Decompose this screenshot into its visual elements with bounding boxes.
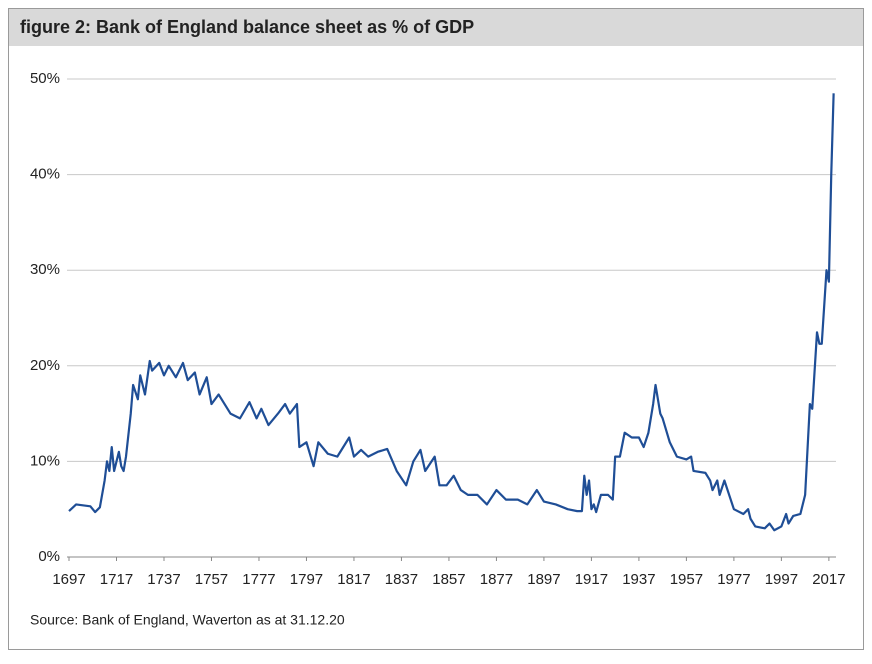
x-tick-label: 1757 <box>195 571 228 588</box>
x-tick-label: 1817 <box>337 571 370 588</box>
title-bar <box>9 9 863 46</box>
x-tick-label: 2017 <box>812 571 845 588</box>
data-line <box>68 93 835 532</box>
y-tick-label: 0% <box>38 548 60 565</box>
x-tick-label: 1777 <box>242 571 275 588</box>
source-note: Source: Bank of England, Waverton as at … <box>30 612 345 628</box>
x-tick-label: 1937 <box>622 571 655 588</box>
y-tick-label: 10% <box>30 452 60 469</box>
y-tick-label: 20% <box>30 357 60 374</box>
x-tick-label: 1737 <box>147 571 180 588</box>
x-tick-label: 1877 <box>480 571 513 588</box>
frame <box>8 8 864 650</box>
x-tick-label: 1957 <box>670 571 703 588</box>
x-tick-label: 1857 <box>432 571 465 588</box>
y-tick-label: 50% <box>30 70 60 87</box>
chart-title: figure 2: Bank of England balance sheet … <box>20 17 474 37</box>
x-tick-label: 1997 <box>765 571 798 588</box>
y-tick-label: 40% <box>30 166 60 183</box>
x-tick-label: 1717 <box>100 571 133 588</box>
x-tick-label: 1897 <box>527 571 560 588</box>
x-tick-label: 1917 <box>575 571 608 588</box>
x-tick-label: 1797 <box>290 571 323 588</box>
x-tick-label: 1837 <box>385 571 418 588</box>
x-tick-label: 1697 <box>52 571 85 588</box>
y-tick-label: 30% <box>30 261 60 278</box>
x-tick-label: 1977 <box>717 571 750 588</box>
